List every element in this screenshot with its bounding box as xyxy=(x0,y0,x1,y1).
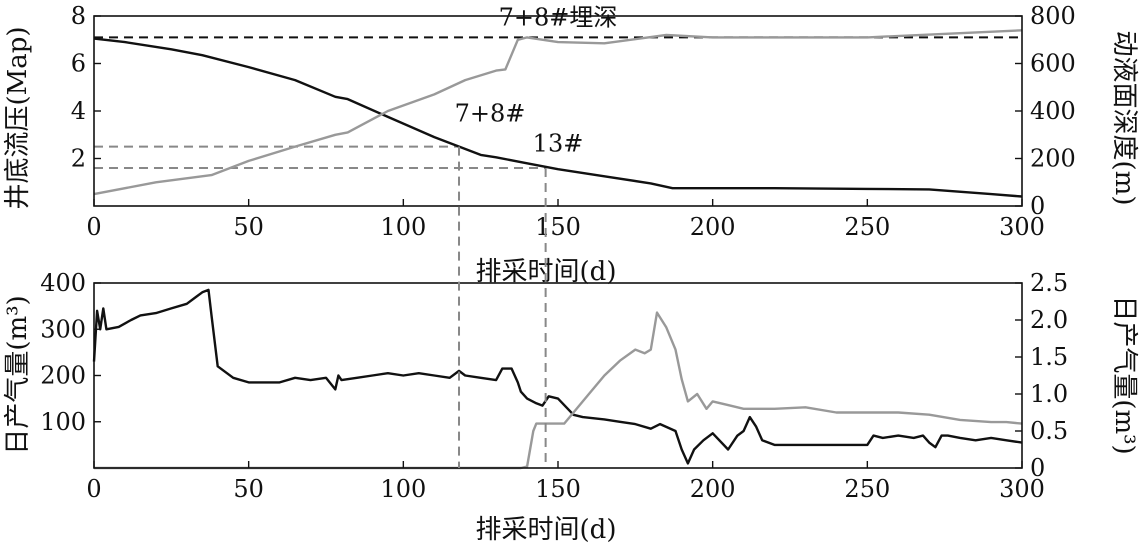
top-right-y-axis-title: 动液面深度(m) xyxy=(1109,31,1139,206)
top-right-y-tick-label-3: 600 xyxy=(1030,50,1076,78)
top-panel: 7+8#埋深 7+8#13# 0 50 100 150 200 250 300 2 4 6 8 0 200… xyxy=(3,2,1139,287)
top-left-y-tick-label-3: 8 xyxy=(71,2,86,30)
bottom-left-y-tick-label-1: 200 xyxy=(40,362,86,390)
bottom-plot-frame xyxy=(93,282,1023,469)
bottom-right-y-axis-title: 日产气量(m³) xyxy=(1109,295,1139,454)
top-left-y-tick-label-2: 6 xyxy=(71,50,86,78)
top-right-y-tick-label-2: 400 xyxy=(1030,97,1076,125)
top-series-0-line xyxy=(93,37,1023,198)
top-x-tick-label-3: 150 xyxy=(535,213,581,241)
bottom-plot-area xyxy=(92,288,1023,470)
bottom-left-y-tick-label-0: 100 xyxy=(40,408,86,436)
bottom-left-y-tick-label-2: 300 xyxy=(40,315,86,343)
bottom-x-tick-label-3: 150 xyxy=(535,475,581,503)
top-x-tick-label-5: 250 xyxy=(844,213,890,241)
bottom-series-0-line xyxy=(92,288,1023,465)
top-right-y-tick-label-1: 200 xyxy=(1030,145,1076,173)
bottom-x-tick-label-0: 0 xyxy=(86,475,101,503)
top-axes: 0 50 100 150 200 250 300 2 4 6 8 0 200 400 600 800 xyxy=(71,2,1076,241)
top-plot-area: 7+8#埋深 7+8#13# xyxy=(93,4,1023,198)
top-left-y-tick-label-1: 4 xyxy=(71,97,86,125)
top-x-tick-label-6: 300 xyxy=(999,213,1045,241)
bottom-x-tick-label-1: 50 xyxy=(233,475,264,503)
top-x-tick-label-1: 50 xyxy=(233,213,264,241)
top-right-y-tick-label-0: 0 xyxy=(1030,192,1045,220)
bottom-left-y-tick-label-3: 400 xyxy=(40,269,86,297)
top-x-tick-label-4: 200 xyxy=(690,213,736,241)
bottom-x-tick-label-6: 300 xyxy=(999,475,1045,503)
bottom-right-y-tick-label-3: 1.5 xyxy=(1030,343,1068,371)
bottom-axes: 0 50 100 150 200 250 300 100 200 300 400 0 0.5 1.0 1.5… xyxy=(40,269,1068,503)
bottom-x-tick-label-4: 200 xyxy=(690,475,736,503)
bottom-left-y-axis-title: 日产气量(m³) xyxy=(3,295,33,454)
top-x-tick-label-2: 100 xyxy=(380,213,426,241)
bottom-right-y-tick-label-2: 1.0 xyxy=(1030,380,1068,408)
top-annotation-1: 7+8# xyxy=(455,100,526,128)
bottom-series-1-line xyxy=(94,311,1023,470)
bottom-x-tick-label-5: 250 xyxy=(844,475,890,503)
top-series-1-line xyxy=(93,29,1023,196)
top-left-y-axis-title: 井底流压(Map) xyxy=(3,26,33,209)
top-left-y-tick-label-0: 2 xyxy=(71,145,86,173)
top-annotation-0: 7+8#埋深 xyxy=(499,4,618,32)
top-annotation-2: 13# xyxy=(533,129,584,157)
cross-panel-reference-lines xyxy=(458,146,547,468)
bottom-right-y-tick-label-4: 2.0 xyxy=(1030,306,1068,334)
top-right-y-tick-label-4: 800 xyxy=(1030,2,1076,30)
bottom-panel: 0 50 100 150 200 250 300 100 200 300 400 0 0.5 1.0 1.5… xyxy=(3,269,1139,545)
bottom-right-y-tick-label-1: 0.5 xyxy=(1030,417,1068,445)
bottom-x-axis-title: 排采时间(d) xyxy=(476,515,617,545)
bottom-x-tick-label-2: 100 xyxy=(380,475,426,503)
top-plot-frame xyxy=(93,15,1023,207)
bottom-right-y-tick-label-5: 2.5 xyxy=(1030,269,1068,297)
bottom-right-y-tick-label-0: 0 xyxy=(1030,454,1045,482)
top-x-tick-label-0: 0 xyxy=(86,213,101,241)
